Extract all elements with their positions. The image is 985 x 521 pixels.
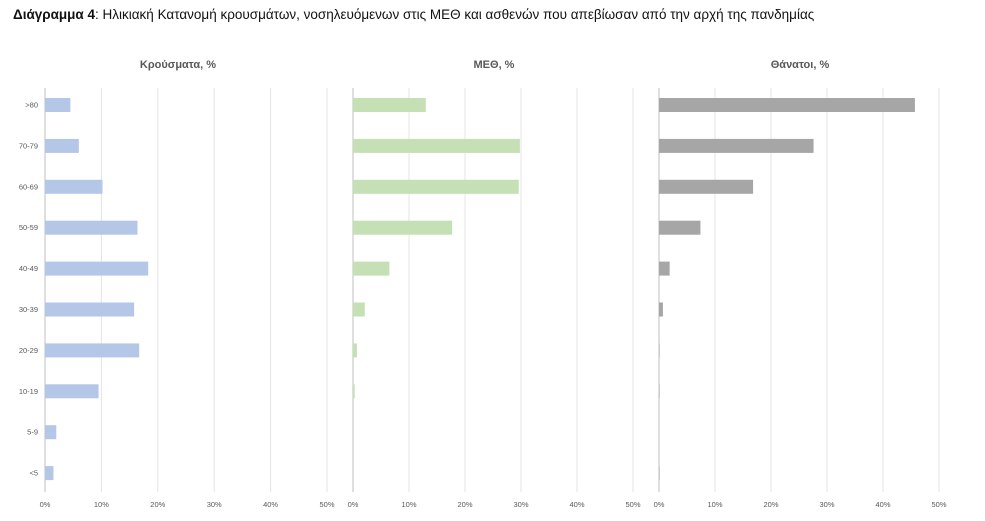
age-category-label: 30-39 xyxy=(19,305,38,314)
icu-x-tick-label: 0% xyxy=(348,500,359,509)
cases-bar xyxy=(45,302,135,317)
cases-x-tick-label: 40% xyxy=(263,500,278,509)
cases-panel-title: Κρούσματα, % xyxy=(140,59,216,71)
icu-bar xyxy=(353,220,453,235)
cases-bar xyxy=(45,138,79,153)
deaths-x-tick-label: 30% xyxy=(819,500,834,509)
cases-bar xyxy=(45,384,99,399)
age-category-label: 20-29 xyxy=(19,346,38,355)
icu-x-tick-label: 20% xyxy=(457,500,472,509)
icu-x-tick-label: 40% xyxy=(569,500,584,509)
deaths-panel-title: Θάνατοι, % xyxy=(771,59,830,71)
cases-x-tick-label: 10% xyxy=(94,500,109,509)
age-category-label: 40-49 xyxy=(19,264,38,273)
cases-bar xyxy=(45,425,57,440)
age-category-label: 60-69 xyxy=(19,182,38,191)
cases-x-tick-label: 50% xyxy=(319,500,334,509)
age-category-label: 70-79 xyxy=(19,141,38,150)
deaths-x-tick-label: 20% xyxy=(763,500,778,509)
icu-bar xyxy=(353,384,355,399)
icu-bar xyxy=(353,179,519,194)
deaths-bar xyxy=(659,138,814,153)
cases-bar xyxy=(45,261,149,276)
deaths-bar xyxy=(659,179,754,194)
deaths-bar xyxy=(659,466,660,481)
icu-x-tick-label: 10% xyxy=(401,500,416,509)
deaths-x-tick-label: 50% xyxy=(931,500,946,509)
icu-x-tick-label: 50% xyxy=(625,500,640,509)
deaths-bar xyxy=(659,261,670,276)
deaths-bar xyxy=(659,220,701,235)
age-category-label: 5-9 xyxy=(27,428,38,437)
cases-bar xyxy=(45,179,103,194)
icu-bar xyxy=(353,138,520,153)
icu-bar xyxy=(353,343,357,358)
cases-bar xyxy=(45,98,71,112)
icu-panel-title: ΜΕΘ, % xyxy=(474,59,515,71)
deaths-x-tick-label: 0% xyxy=(654,500,665,509)
age-category-label: <5 xyxy=(29,469,38,478)
cases-x-tick-label: 0% xyxy=(40,500,51,509)
icu-bar xyxy=(353,98,426,112)
deaths-bar xyxy=(659,343,660,358)
age-category-label: 50-59 xyxy=(19,223,38,232)
icu-bar xyxy=(353,261,390,276)
deaths-x-tick-label: 10% xyxy=(707,500,722,509)
deaths-bar xyxy=(659,384,660,399)
deaths-bar xyxy=(659,302,663,317)
icu-bar xyxy=(353,302,365,317)
cases-x-tick-label: 20% xyxy=(150,500,165,509)
figure-label: Διάγραμμα 4 xyxy=(13,7,95,22)
age-category-label: >80 xyxy=(25,101,38,110)
figure-caption: : Ηλικιακή Κατανομή κρουσμάτων, νοσηλευό… xyxy=(95,7,815,22)
figure-title: Διάγραμμα 4: Ηλικιακή Κατανομή κρουσμάτω… xyxy=(13,6,814,24)
cases-bar xyxy=(45,220,138,235)
age-category-label: 10-19 xyxy=(19,387,38,396)
cases-bar xyxy=(45,343,140,358)
cases-bar xyxy=(45,466,54,481)
cases-x-tick-label: 30% xyxy=(207,500,222,509)
deaths-bar xyxy=(659,98,915,112)
icu-x-tick-label: 30% xyxy=(513,500,528,509)
deaths-x-tick-label: 40% xyxy=(875,500,890,509)
